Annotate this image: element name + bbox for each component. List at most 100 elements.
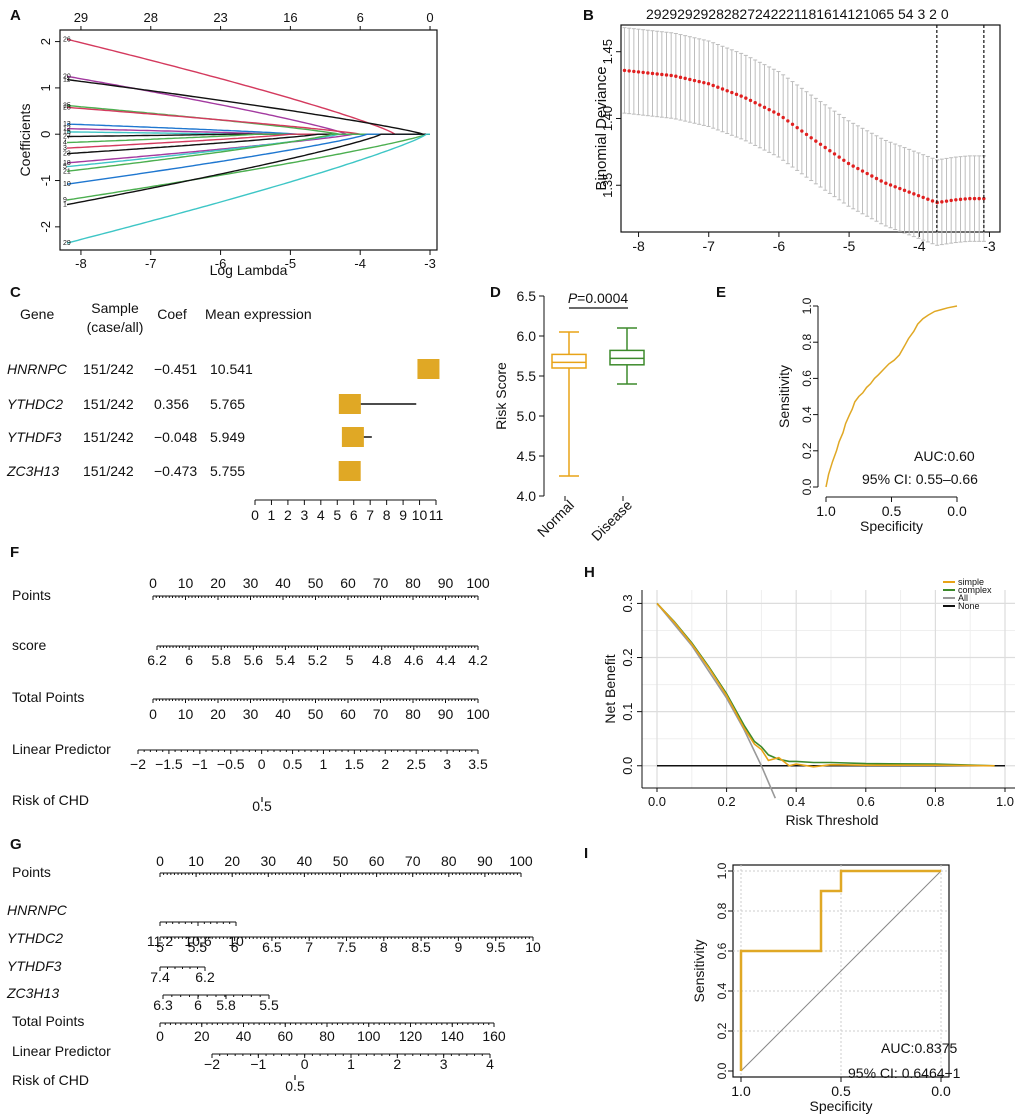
panel-c-mean: 5.765 bbox=[210, 396, 245, 412]
panel-h-xtick-label: 0.8 bbox=[926, 794, 944, 809]
nomogram-f-tick-label: 0 bbox=[149, 706, 157, 722]
panel-b-point bbox=[646, 71, 650, 75]
panel-letter-e: E bbox=[716, 284, 726, 301]
panel-b-point bbox=[688, 77, 692, 82]
panel-e-xtick-label: 0.0 bbox=[947, 503, 967, 519]
panel-b-point bbox=[870, 174, 874, 178]
panel-h-legend-none: None bbox=[958, 601, 980, 611]
panel-a-path-label-3: 3 bbox=[63, 145, 67, 152]
panel-e-ytick-label: 0.8 bbox=[800, 334, 814, 351]
panel-e-auc: AUC:0.60 bbox=[914, 448, 975, 464]
nomogram-g-tick-label: 90 bbox=[477, 853, 493, 869]
panel-b-point bbox=[790, 122, 795, 127]
panel-a-path-label-9: 9 bbox=[63, 197, 67, 204]
panel-c-coef: −0.451 bbox=[154, 361, 197, 377]
panel-e-xtick-label: 0.5 bbox=[882, 503, 902, 519]
panel-c-axis-label: 3 bbox=[300, 507, 308, 523]
nomogram-f-tick-label: 50 bbox=[308, 706, 324, 722]
panel-b-point bbox=[907, 190, 911, 194]
nomogram-f-tick-label: 5.6 bbox=[244, 652, 264, 668]
panel-a-xlabel: Log Lambda bbox=[210, 262, 288, 278]
panel-a-xtick-label: -7 bbox=[145, 256, 157, 271]
panel-b-point bbox=[739, 94, 743, 98]
panel-h-legend-complex: complex bbox=[958, 585, 992, 595]
nomogram-f-tick-label: −2 bbox=[130, 756, 146, 772]
panel-i-xtick-label: 0.0 bbox=[931, 1083, 951, 1099]
panel-letter-f: F bbox=[10, 544, 19, 561]
panel-e-ytick-label: 0.0 bbox=[800, 478, 814, 495]
nomogram-g-tick-label: 160 bbox=[482, 1028, 506, 1044]
panel-h-xtick-label: 0.0 bbox=[648, 794, 666, 809]
panel-e-ytick-label: 0.4 bbox=[800, 406, 814, 423]
panel-c-axis-label: 1 bbox=[268, 507, 276, 523]
nomogram-f-tick-label: 40 bbox=[275, 575, 291, 591]
nomogram-f-tick-label: 80 bbox=[405, 575, 421, 591]
panel-b-point bbox=[954, 198, 958, 202]
nomogram-g-label-hnrnpc: HNRNPC bbox=[7, 902, 68, 918]
panel-b-point bbox=[916, 193, 921, 198]
panel-b-point bbox=[650, 71, 655, 76]
panel-b-point bbox=[958, 197, 963, 202]
panel-b-xtick-label: -8 bbox=[632, 238, 645, 254]
panel-b-point bbox=[874, 176, 879, 181]
panel-letter-g: G bbox=[10, 836, 22, 853]
nomogram-g-tick-label: 5.5 bbox=[259, 997, 279, 1013]
panel-b-xtick-label: -6 bbox=[773, 238, 786, 254]
nomogram-g-tick-label: 140 bbox=[441, 1028, 465, 1044]
panel-b-point bbox=[902, 188, 907, 193]
panel-e-xtick-label: 1.0 bbox=[816, 503, 836, 519]
panel-a-path-label-15: 15 bbox=[63, 129, 71, 136]
panel-b-point bbox=[949, 198, 953, 203]
panel-a-top-label: 0 bbox=[426, 10, 433, 25]
nomogram-g-tick-label: 9.5 bbox=[486, 939, 506, 955]
panel-c-gene-ythdf3: YTHDF3 bbox=[7, 429, 62, 445]
nomogram-g-tick-label: 50 bbox=[333, 853, 349, 869]
panel-b-point bbox=[716, 85, 720, 89]
panel-b-point bbox=[865, 171, 869, 176]
nomogram-g-tick-label: −1 bbox=[250, 1056, 266, 1072]
panel-b-ylabel: Binomial Deviance bbox=[593, 66, 610, 190]
nomogram-f-label-score: score bbox=[12, 637, 46, 653]
nomogram-f-tick-label: 3 bbox=[443, 756, 451, 772]
panel-b-point bbox=[809, 136, 813, 140]
nomogram-g-tick-label: 7.5 bbox=[337, 939, 357, 955]
panel-b-point bbox=[781, 115, 785, 120]
nomogram-f-tick-label: 100 bbox=[466, 706, 490, 722]
nomogram-g-tick-label: 5.5 bbox=[188, 939, 208, 955]
nomogram-f-tick-label: 4.6 bbox=[404, 652, 424, 668]
panel-i-ytick-label: 0.4 bbox=[715, 982, 729, 999]
panel-b-point bbox=[926, 197, 930, 201]
nomogram-f-tick-label: 6.2 bbox=[147, 652, 167, 668]
panel-b-ytick-label: 1.40 bbox=[600, 106, 615, 131]
panel-c-axis-label: 5 bbox=[333, 507, 341, 523]
nomogram-f-tick-label: 100 bbox=[466, 575, 490, 591]
nomogram-g-tick-label: 60 bbox=[369, 853, 385, 869]
panel-i-ytick-label: 0.6 bbox=[715, 942, 729, 959]
nomogram-g-tick-label: 2 bbox=[393, 1056, 401, 1072]
nomogram-f-tick-label: 4.8 bbox=[372, 652, 392, 668]
panel-h-xtick-label: 0.4 bbox=[787, 794, 805, 809]
panel-a-ytick-label: -2 bbox=[38, 221, 53, 233]
panel-d-pvalue: P=0.0004 bbox=[568, 290, 629, 306]
nomogram-f-tick-label: −0.5 bbox=[217, 756, 245, 772]
panel-b-point bbox=[655, 72, 659, 76]
panel-i-auc: AUC:0.8375 bbox=[881, 1040, 957, 1056]
panel-b-point bbox=[669, 73, 673, 78]
panel-b-point bbox=[912, 192, 916, 196]
panel-d-box-disease bbox=[609, 349, 645, 366]
panel-b-point bbox=[660, 72, 664, 77]
nomogram-g-tick-label: 6.2 bbox=[195, 969, 215, 985]
nomogram-f-tick-label: 2.5 bbox=[406, 756, 426, 772]
panel-c-marker bbox=[417, 359, 440, 379]
nomogram-g-label-total-points: Total Points bbox=[12, 1013, 84, 1029]
panel-c-sample: 151/242 bbox=[83, 429, 134, 445]
panel-i-ylabel: Sensitivity bbox=[691, 939, 707, 1002]
panel-c-mean: 5.755 bbox=[210, 463, 245, 479]
nomogram-g-tick-label: 100 bbox=[509, 853, 533, 869]
nomogram-f-tick-label: 70 bbox=[373, 575, 389, 591]
nomogram-g-tick-label: 7.4 bbox=[150, 969, 170, 985]
panel-b-point bbox=[800, 129, 804, 133]
panel-b-point bbox=[725, 89, 729, 93]
nomogram-f-tick-label: 0.5 bbox=[283, 756, 303, 772]
panel-h-ytick-label: 0.1 bbox=[620, 703, 635, 721]
